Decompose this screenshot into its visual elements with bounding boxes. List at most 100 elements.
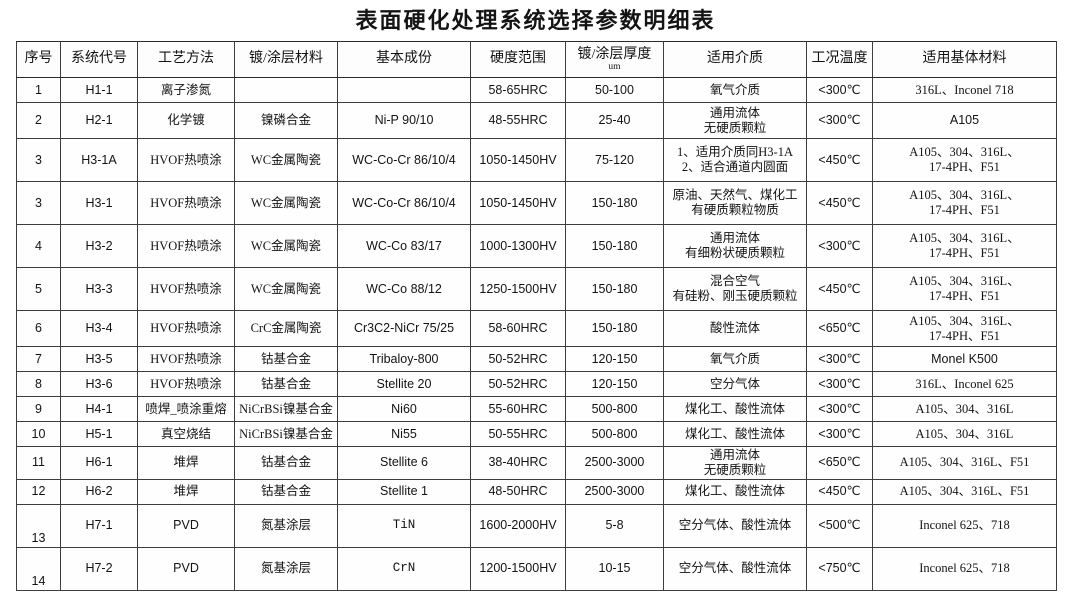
cell-temperature: <500℃ (806, 503, 873, 548)
cell-temperature: <450℃ (806, 181, 873, 225)
cell-substrate: A105、304、316L、 17-4PH、F51 (872, 267, 1057, 311)
cell-code: H3-5 (60, 346, 138, 372)
cell-temperature: <300℃ (806, 396, 873, 422)
column-header-substrate: 适用基体材料 (872, 41, 1057, 78)
cell-composition (337, 77, 471, 103)
column-header-process: 工艺方法 (137, 41, 235, 78)
table-header-row: 序号 系统代号 工艺方法 镀/涂层材料 基本成份 硬度范围 镀/涂层厚度 um … (16, 41, 1057, 78)
cell-thickness: 75-120 (565, 138, 664, 182)
table-row: 11 H6-1 堆焊 钴基合金 Stellite 6 38-40HRC 2500-3000 通… (16, 446, 1057, 480)
column-header-code: 系统代号 (60, 41, 138, 78)
cell-composition: Stellite 1 (337, 478, 471, 505)
column-header-seq: 序号 (16, 41, 61, 78)
cell-composition: WC-Co-Cr 86/10/4 (337, 138, 471, 182)
table-row: 8 H3-6 HVOF热喷涂 钴基合金 Stellite 20 50-52HRC 120-1… (16, 371, 1057, 397)
cell-temperature: <300℃ (806, 421, 873, 447)
table-header: 序号 系统代号 工艺方法 镀/涂层材料 基本成份 硬度范围 镀/涂层厚度 um … (16, 41, 1057, 78)
cell-substrate: A105、304、316L、 17-4PH、F51 (872, 181, 1057, 225)
cell-hardness: 1050-1450HV (470, 181, 566, 225)
cell-material: WC金属陶瓷 (234, 224, 338, 268)
spec-table-container: 序号 系统代号 工艺方法 镀/涂层材料 基本成份 硬度范围 镀/涂层厚度 um … (16, 41, 1057, 591)
cell-composition: Ni60 (337, 396, 471, 422)
cell-medium: 通用流体 无硬质颗粒 (663, 102, 807, 139)
cell-hardness: 1050-1450HV (470, 138, 566, 182)
cell-code: H1-1 (60, 77, 138, 103)
cell-medium: 煤化工、酸性流体 (663, 478, 807, 505)
cell-substrate: A105 (872, 102, 1057, 139)
cell-medium: 空分气体、酸性流体 (663, 503, 807, 548)
cell-thickness: 120-150 (565, 346, 664, 372)
cell-thickness: 2500-3000 (565, 478, 664, 505)
cell-temperature: <450℃ (806, 478, 873, 505)
cell-substrate: 316L、Inconel 718 (872, 77, 1057, 103)
cell-thickness: 150-180 (565, 267, 664, 311)
cell-seq: 6 (16, 310, 61, 347)
cell-code: H2-1 (60, 102, 138, 139)
table-body: 1 H1-1 离子渗氮 58-65HRC 50-100 氧气介质 <300℃ 316L、Inc… (16, 77, 1057, 591)
cell-material: 钴基合金 (234, 371, 338, 397)
cell-composition: Tribaloy-800 (337, 346, 471, 372)
cell-hardness: 50-52HRC (470, 371, 566, 397)
cell-medium: 空分气体、酸性流体 (663, 546, 807, 591)
cell-thickness: 500-800 (565, 396, 664, 422)
cell-thickness: 25-40 (565, 102, 664, 139)
column-header-thickness-unit: um (608, 61, 621, 72)
cell-temperature: <300℃ (806, 371, 873, 397)
cell-medium: 通用流体 无硬质颗粒 (663, 446, 807, 480)
cell-material: CrC金属陶瓷 (234, 310, 338, 347)
cell-substrate: A105、304、316L、 17-4PH、F51 (872, 138, 1057, 182)
cell-composition: WC-Co 83/17 (337, 224, 471, 268)
cell-hardness: 38-40HRC (470, 446, 566, 480)
cell-material: WC金属陶瓷 (234, 138, 338, 182)
cell-process: 离子渗氮 (137, 77, 235, 103)
cell-code: H6-1 (60, 446, 138, 480)
cell-composition: Ni-P 90/10 (337, 102, 471, 139)
cell-hardness: 48-50HRC (470, 478, 566, 505)
cell-medium: 煤化工、酸性流体 (663, 396, 807, 422)
cell-code: H3-1A (60, 138, 138, 182)
cell-thickness: 2500-3000 (565, 446, 664, 480)
cell-substrate: A105、304、316L、F51 (872, 446, 1057, 480)
cell-seq: 5 (16, 267, 61, 311)
cell-temperature: <750℃ (806, 546, 873, 591)
cell-composition: CrN (337, 546, 471, 591)
column-header-thickness: 镀/涂层厚度 um (565, 41, 664, 78)
cell-temperature: <450℃ (806, 138, 873, 182)
cell-process: PVD (137, 503, 235, 548)
column-header-composition: 基本成份 (337, 41, 471, 78)
cell-medium: 酸性流体 (663, 310, 807, 347)
cell-composition: Stellite 20 (337, 371, 471, 397)
table-row: 2 H2-1 化学镀 镍磷合金 Ni-P 90/10 48-55HRC 25-40 通用流体无… (16, 102, 1057, 139)
cell-substrate: A105、304、316L、F51 (872, 478, 1057, 505)
cell-thickness: 500-800 (565, 421, 664, 447)
table-row: 12 H6-2 堆焊 钴基合金 Stellite 1 48-50HRC 2500-3000 煤… (16, 478, 1057, 505)
table-row: 13 H7-1 PVD 氮基涂层 TiN 1600-2000HV 5-8 空分气体、酸性流体 <… (16, 503, 1057, 548)
cell-code: H3-3 (60, 267, 138, 311)
table-row: 4 H3-2 HVOF热喷涂 WC金属陶瓷 WC-Co 83/17 1000-1300HV… (16, 224, 1057, 268)
cell-medium: 煤化工、酸性流体 (663, 421, 807, 447)
cell-code: H6-2 (60, 478, 138, 505)
cell-temperature: <300℃ (806, 224, 873, 268)
column-header-hardness: 硬度范围 (470, 41, 566, 78)
cell-process: HVOF热喷涂 (137, 138, 235, 182)
cell-hardness: 1250-1500HV (470, 267, 566, 311)
cell-hardness: 58-65HRC (470, 77, 566, 103)
cell-process: HVOF热喷涂 (137, 267, 235, 311)
cell-material: WC金属陶瓷 (234, 181, 338, 225)
cell-temperature: <300℃ (806, 77, 873, 103)
table-row: 7 H3-5 HVOF热喷涂 钴基合金 Tribaloy-800 50-52HRC 120-… (16, 346, 1057, 372)
cell-process: 真空烧结 (137, 421, 235, 447)
cell-material: 钴基合金 (234, 478, 338, 505)
cell-substrate: A105、304、316L、 17-4PH、F51 (872, 310, 1057, 347)
cell-material: 氮基涂层 (234, 503, 338, 548)
table-row: 9 H4-1 喷焊_喷涂重熔 NiCrBSi镍基合金 Ni60 55-60HRC 500-8… (16, 396, 1057, 422)
cell-seq: 2 (16, 102, 61, 139)
cell-process: HVOF热喷涂 (137, 181, 235, 225)
cell-composition: TiN (337, 503, 471, 548)
cell-seq: 8 (16, 371, 61, 397)
cell-code: H7-1 (60, 503, 138, 548)
cell-process: PVD (137, 546, 235, 591)
cell-material (234, 77, 338, 103)
cell-temperature: <650℃ (806, 310, 873, 347)
